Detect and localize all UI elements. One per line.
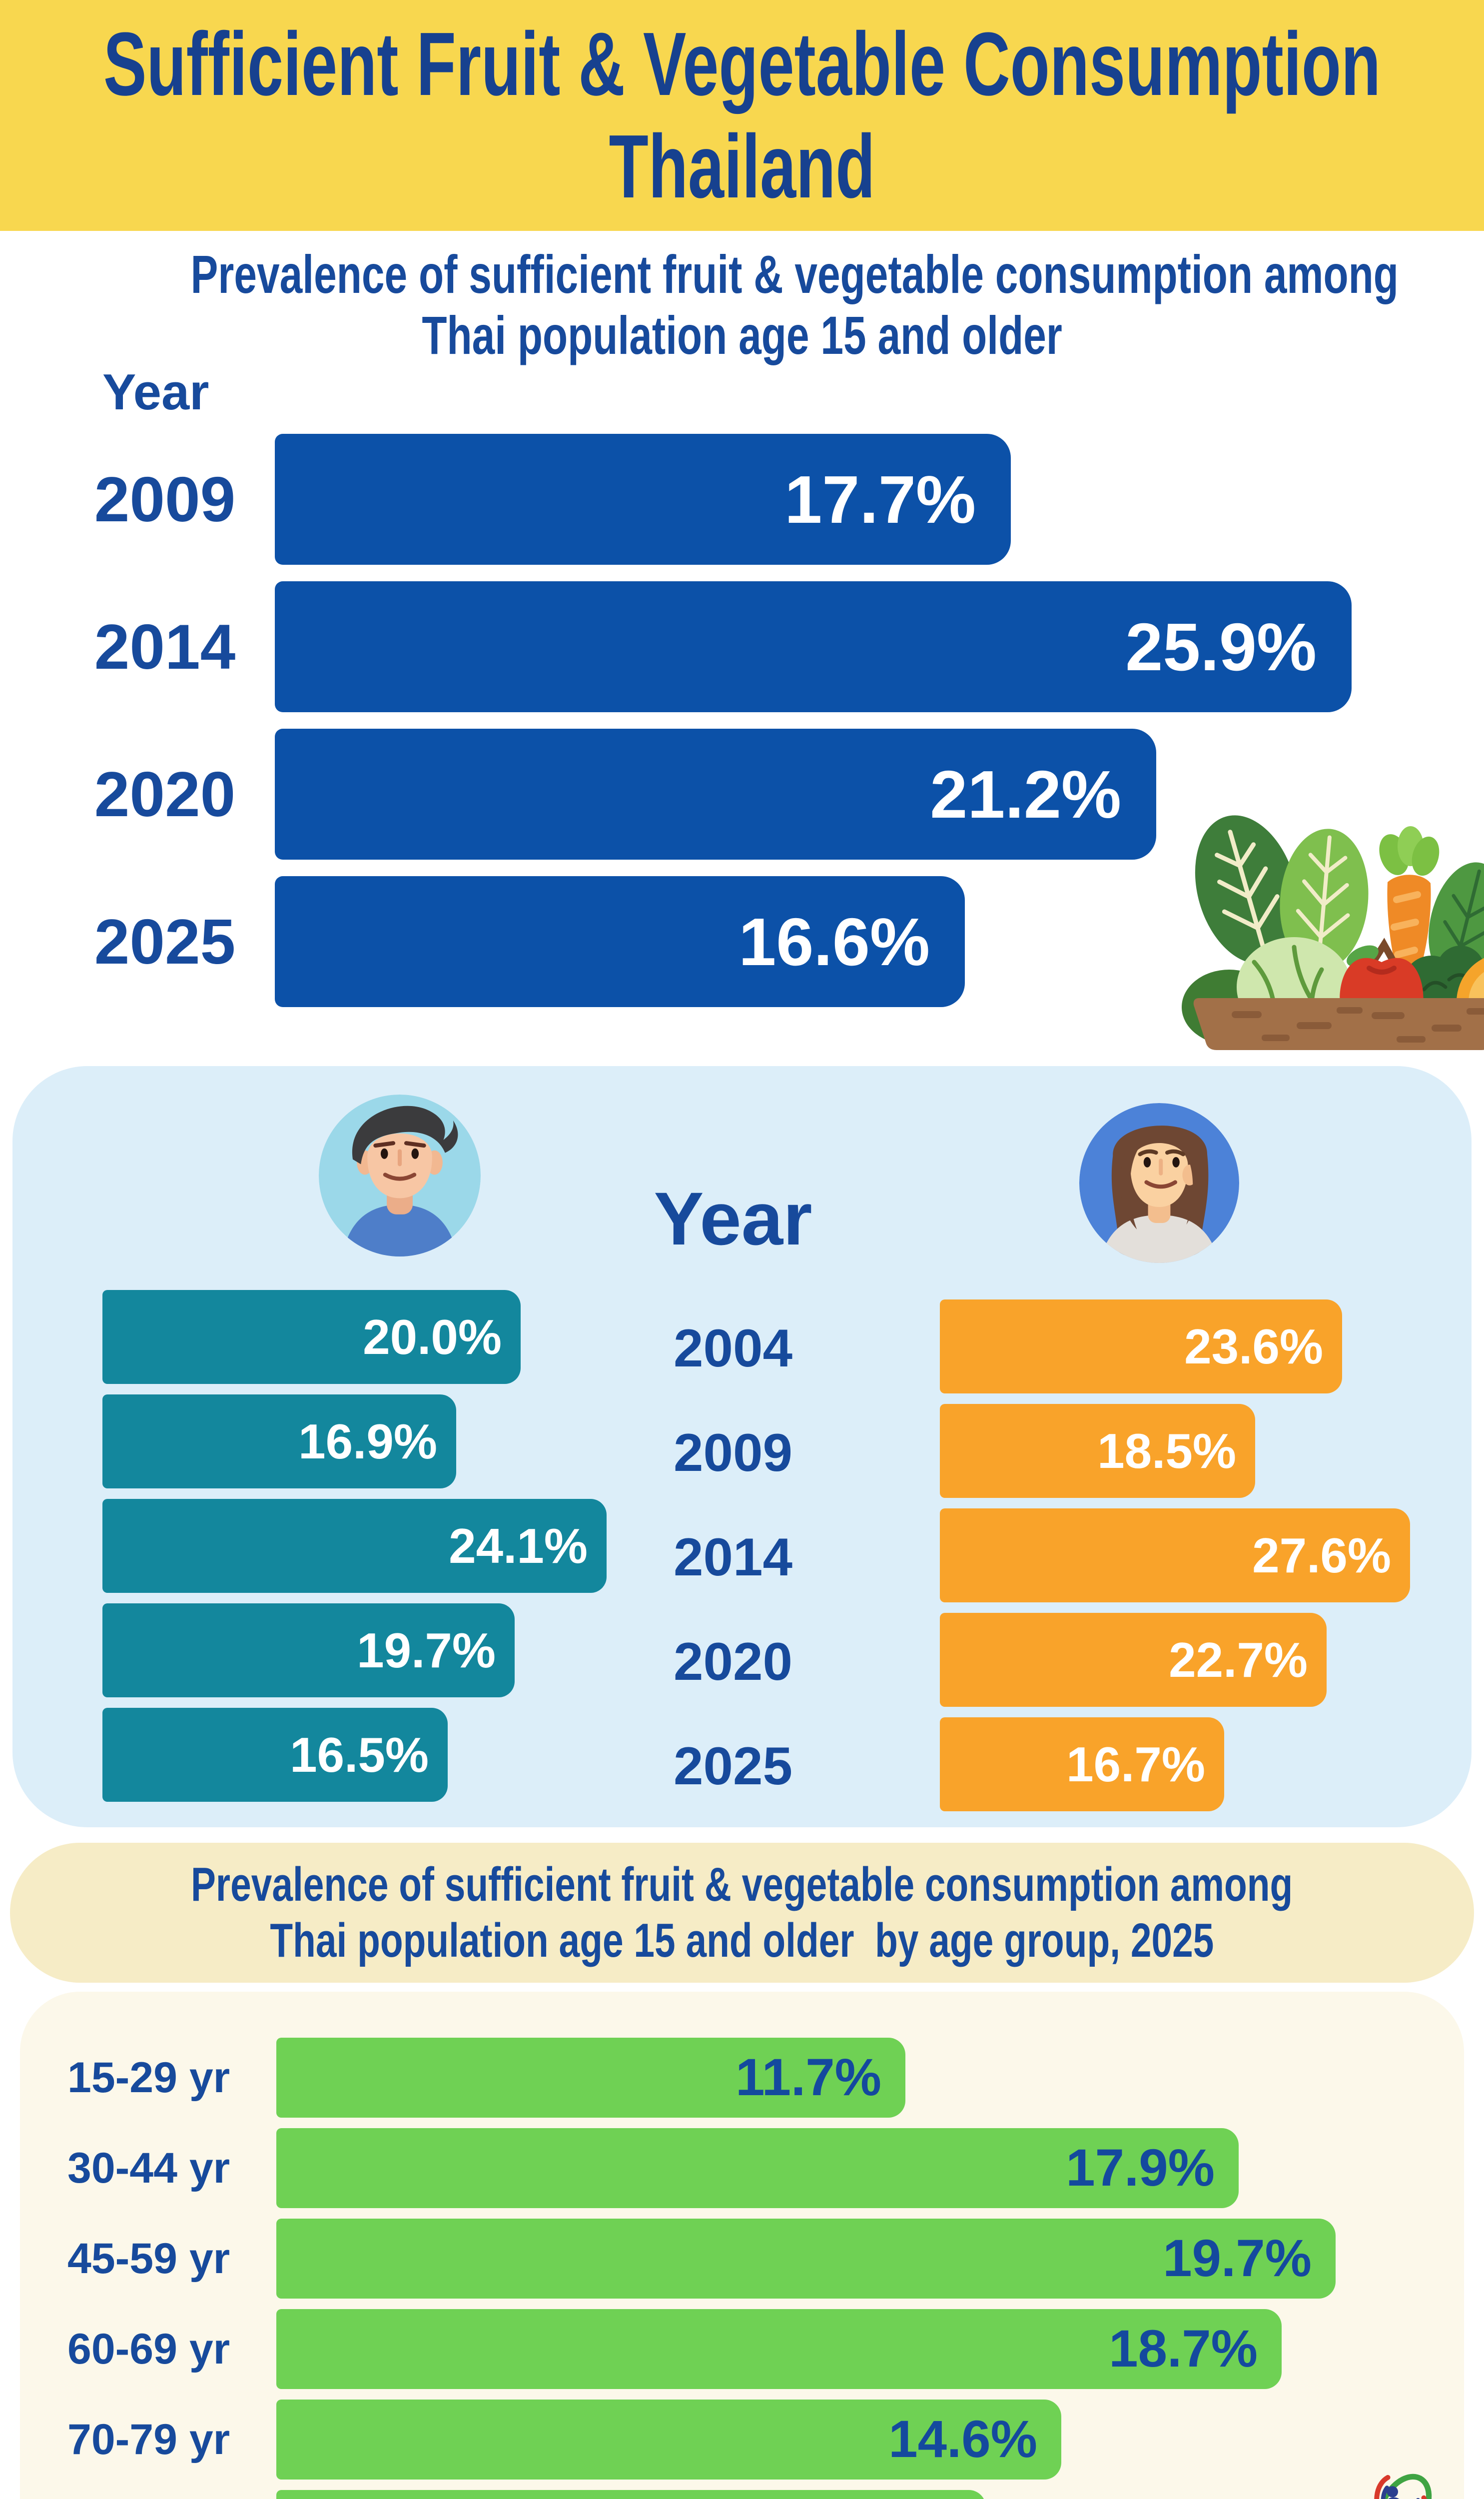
chart1-year-label: 2020: [94, 759, 236, 830]
nhes-logo: สสท. การสำรวจสุขภาพประชาชนไทย: [1343, 2468, 1463, 2499]
chart3-bar: 19.7%: [276, 2219, 1336, 2299]
chart2-year-axis-label: Year: [654, 1177, 812, 1260]
chart3-bar: 11.7%: [276, 2038, 905, 2118]
chart3-bar: 17.9%: [276, 2128, 1239, 2208]
title-banner: Sufficient Fruit & Vegetable Consumption…: [0, 0, 1484, 231]
female-avatar: [1079, 1103, 1239, 1263]
chart2-female-bar: 23.6%: [940, 1299, 1342, 1393]
page-title-line1: Sufficient Fruit & Vegetable Consumption: [103, 14, 1381, 114]
chart3-age-label: 70-79 yr: [67, 2416, 230, 2464]
chart1-bar: 21.2%: [275, 729, 1156, 860]
chart3-bar: 18.7%: [276, 2309, 1282, 2389]
chart2-year-label: 2004: [673, 1318, 793, 1378]
chart2-female-bar: 22.7%: [940, 1613, 1327, 1707]
chart2-male-bar: 19.7%: [102, 1603, 515, 1697]
chart2-male-bar: 20.0%: [102, 1290, 521, 1384]
chart3-age-label: 30-44 yr: [67, 2144, 230, 2192]
chart3-age-label: 60-69 yr: [67, 2325, 230, 2373]
chart3-bar: 14.6%: [276, 2400, 1061, 2480]
chart2-male-bar: 16.5%: [102, 1708, 448, 1802]
chart3-age-label: 15-29 yr: [67, 2054, 230, 2102]
male-avatar: [319, 1095, 481, 1256]
chart2-female-bar: 16.7%: [940, 1717, 1224, 1811]
nhes-logo-mark: [1374, 2473, 1432, 2499]
chart1-year-axis-label: Year: [102, 364, 209, 420]
chart1-title: Prevalence of sufficient fruit & vegetab…: [190, 244, 1399, 365]
chart3-title: Prevalence of sufficient fruit & vegetab…: [10, 1843, 1474, 1983]
vegetable-basket-illustration: [1172, 772, 1484, 1055]
chart3-age-label: 45-59 yr: [67, 2235, 230, 2283]
chart3-age-label: 80 and up: [67, 2490, 267, 2499]
chart1-bar: 16.6%: [275, 876, 965, 1007]
chart2-male-bar: 16.9%: [102, 1394, 456, 1488]
chart2-female-bar: 18.5%: [940, 1404, 1255, 1498]
chart1-year-label: 2025: [94, 906, 236, 977]
chart2-year-label: 2009: [673, 1422, 793, 1482]
page-title-line2: Thailand: [609, 116, 875, 217]
chart2-year-label: 2020: [673, 1631, 793, 1691]
chart2-male-bar: 24.1%: [102, 1499, 607, 1593]
chart1-bar: 25.9%: [275, 581, 1352, 712]
chart2-year-label: 2025: [673, 1736, 793, 1796]
chart2-year-label: 2014: [673, 1527, 793, 1587]
chart1-year-label: 2009: [94, 464, 236, 535]
chart1-year-label: 2014: [94, 611, 236, 682]
chart2-female-bar: 27.6%: [940, 1508, 1410, 1602]
chart3-bar: 13.2%: [276, 2490, 986, 2499]
chart1-bar: 17.7%: [275, 434, 1011, 565]
